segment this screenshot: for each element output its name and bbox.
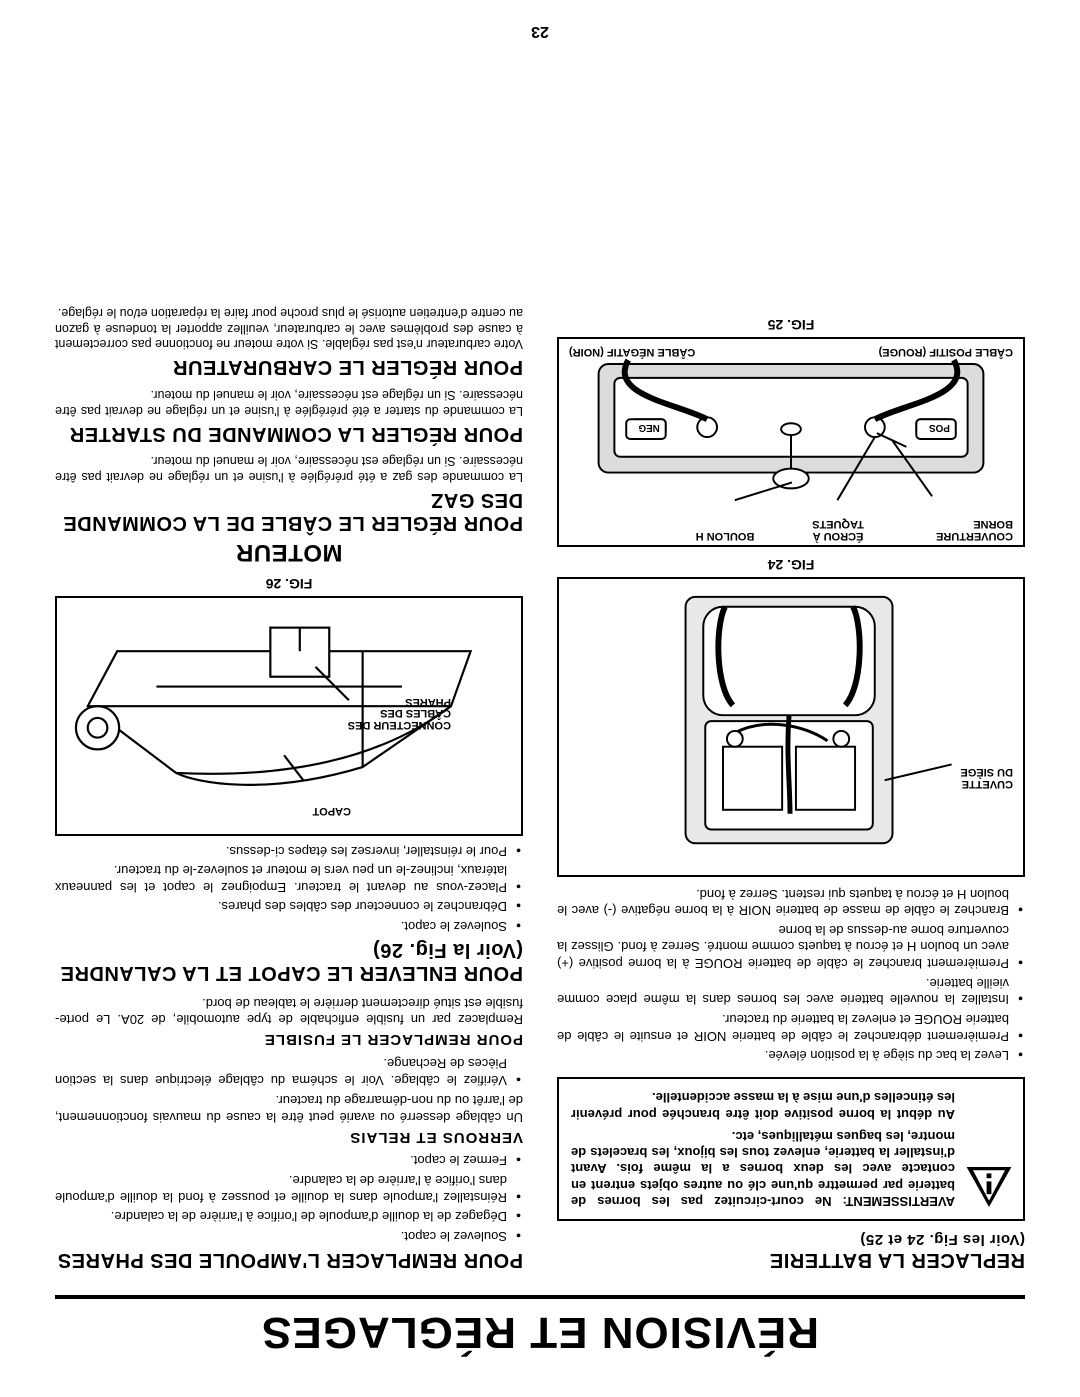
- list-item: Installez la nouvelle batterie avec les …: [557, 974, 1009, 1007]
- list-item: Placez-vous au devant le tracteur. Empoi…: [55, 862, 507, 895]
- fig26-label-conn: CONNECTEUR DES CÂBLES DES PHARES: [341, 695, 451, 730]
- left-column: REPLACER LA BATTERIE (Voir les Fig. 24 e…: [557, 305, 1025, 1281]
- fig25-neg-tag: NEG: [638, 422, 660, 433]
- warning-text-block: AVERTISSEMENT: Ne court-circuitez pas le…: [571, 1089, 955, 1209]
- battery-subheading: (Voir les Fig. 24 et 25): [557, 1231, 1025, 1248]
- relay-body: Un câblage desserré ou avarié peut être …: [55, 1092, 523, 1125]
- warning-body2: Au début la borne positive doit être bra…: [571, 1091, 955, 1122]
- list-item: Levez la bac du siège à la position élev…: [557, 1047, 1009, 1064]
- battery-bullets: Levez la bac du siège à la position élev…: [557, 885, 1025, 1063]
- fig26-label-capot: CAPOT: [313, 804, 352, 816]
- fig25-label-pos: CÂBLE POSITIF (ROUGE): [843, 345, 1013, 357]
- warning-box: AVERTISSEMENT: Ne court-circuitez pas le…: [557, 1077, 1025, 1221]
- starter-body: La commande du starter a été préréglée à…: [55, 387, 523, 418]
- fig25-label-couverture: COUVERTURE BORNE: [923, 518, 1013, 541]
- carb-body: Votre carburateur n'est pas réglable. Si…: [55, 305, 523, 352]
- motor-heading: MOTEUR: [55, 538, 523, 566]
- fig25-label-neg: CÂBLE NÉGATIF (NOIR): [569, 345, 739, 357]
- page-title: RÉVISION ET RÉGLAGES: [55, 1295, 1025, 1357]
- warning-label: AVERTISSEMENT:: [843, 1194, 955, 1209]
- fig25-box: POS NEG COUVERTURE BORNE ÉCROU À TAQUETS…: [557, 337, 1025, 547]
- list-item: Branchez le câble de masse de batterie N…: [557, 885, 1009, 918]
- fig24-caption: FIG. 24: [557, 557, 1025, 573]
- page-number: 23: [531, 22, 549, 40]
- fuse-heading: POUR REMPLACER LE FUSIBLE: [55, 1031, 523, 1048]
- fig26-caption: FIG. 26: [55, 576, 523, 592]
- hood-heading: POUR ENLEVER LE CAPOT ET LA CALANDRE (Vo…: [55, 938, 523, 984]
- list-item: Fermez le capot.: [55, 1152, 507, 1169]
- hood-bullets: Soulevez le capot. Débranchez le connect…: [55, 842, 523, 934]
- starter-heading: POUR RÉGLER LA COMMANDE DU STARTER: [55, 422, 523, 445]
- fig24-box: CUVETTE DU SIÈGE: [557, 577, 1025, 877]
- carb-heading: POUR RÉGLER LE CARBURATEUR: [55, 356, 523, 379]
- warning-icon: [965, 1089, 1013, 1209]
- right-column: POUR REMPLACER L'AMPOULE DES PHARES Soul…: [55, 305, 523, 1281]
- fig25-pos-tag: POS: [929, 422, 950, 433]
- list-item: Soulevez le capot.: [55, 1227, 507, 1244]
- list-item: Réinstallez l'ampoule dans la douille et…: [55, 1172, 507, 1205]
- lamp-heading: POUR REMPLACER L'AMPOULE DES PHARES: [55, 1248, 523, 1271]
- list-item: Premièrement débranchez le câble de batt…: [557, 1010, 1009, 1043]
- list-item: Pour le réinstaller, inversez les étapes…: [55, 842, 507, 859]
- battery-heading-text: REPLACER LA BATTERIE: [769, 1249, 1025, 1271]
- list-item: Soulevez le capot.: [55, 918, 507, 935]
- fuse-body: Remplacez par un fusible enfichable de t…: [55, 994, 523, 1027]
- list-item: Premièrement branchez le câble de batter…: [557, 921, 1009, 971]
- fig25-label-boulon: BOULON H: [685, 529, 765, 541]
- list-item: Dégagez de la douille d'ampoule de l'ori…: [55, 1208, 507, 1225]
- battery-heading: REPLACER LA BATTERIE (Voir les Fig. 24 e…: [557, 1231, 1025, 1271]
- fig25-label-ecrou: ÉCROU À TAQUETS: [803, 518, 873, 541]
- lamp-bullets: Soulevez le capot. Dégagez de la douille…: [55, 1152, 523, 1244]
- fig25-caption: FIG. 25: [557, 317, 1025, 333]
- list-item: Vérifiez le câblage. Voir le schéma du c…: [55, 1054, 507, 1087]
- relay-heading: VERROUS ET RELAIS: [55, 1129, 523, 1146]
- relay-bullets: Vérifiez le câblage. Voir le schéma du c…: [55, 1054, 523, 1087]
- gaz-body: La commande des gaz a été préréglée à l'…: [55, 453, 523, 484]
- fig26-box: CAPOT CONNECTEUR DES CÂBLES DES PHARES: [55, 596, 523, 836]
- gaz-heading: POUR RÉGLER LE CÂBLE DE LA COMMANDE DES …: [55, 488, 523, 534]
- list-item: Débranchez le connecteur des câbles des …: [55, 898, 507, 915]
- fig24-label-cuvette: CUVETTE DU SIÈGE: [943, 766, 1013, 789]
